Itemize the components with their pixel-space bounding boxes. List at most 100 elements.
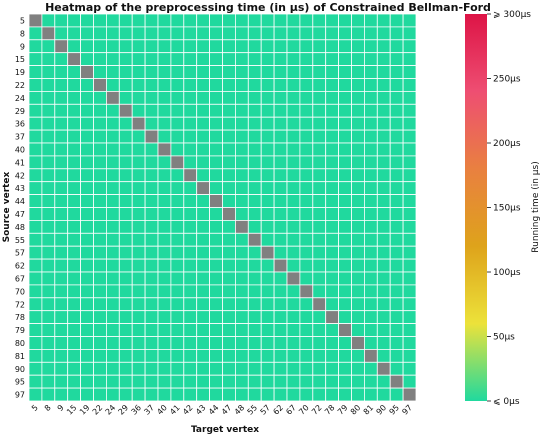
heatmap-cell <box>247 310 262 325</box>
heatmap-cell <box>196 284 210 299</box>
heatmap-cell <box>118 129 133 144</box>
heatmap-cell <box>260 155 275 170</box>
heatmap-cell <box>170 310 185 325</box>
heatmap-cell <box>28 103 43 118</box>
heatmap-cell <box>351 284 365 299</box>
heatmap-cell <box>157 26 172 41</box>
heatmap-cell <box>338 129 352 144</box>
heatmap-cell <box>363 387 378 402</box>
heatmap-cell <box>363 323 378 337</box>
heatmap-cell <box>325 155 340 170</box>
heatmap-cell <box>41 232 56 247</box>
heatmap-cell <box>351 155 365 170</box>
heatmap-cell <box>93 374 107 389</box>
heatmap-cell <box>338 387 352 402</box>
heatmap-cell <box>247 116 262 131</box>
heatmap-cell <box>67 348 81 363</box>
heatmap-cell <box>338 336 352 350</box>
x-tick-label: 55 <box>246 403 260 417</box>
heatmap-cell <box>286 245 301 260</box>
colorbar <box>465 14 487 401</box>
heatmap-cell <box>247 297 262 312</box>
heatmap-cell <box>28 374 43 389</box>
heatmap-cell <box>106 348 120 363</box>
heatmap-cell <box>131 232 146 247</box>
heatmap-cell <box>273 168 288 183</box>
heatmap-cell <box>234 271 249 286</box>
heatmap-cell <box>338 155 352 170</box>
heatmap-cell <box>234 310 249 325</box>
heatmap-cell <box>93 336 107 350</box>
heatmap-cell <box>389 258 404 273</box>
heatmap-cell <box>325 129 340 144</box>
heatmap-cell <box>196 168 210 183</box>
heatmap-cell <box>131 336 146 350</box>
heatmap-cell <box>260 129 275 144</box>
heatmap-cell <box>144 207 159 221</box>
heatmap-cell <box>183 387 198 402</box>
heatmap-cell <box>93 387 107 402</box>
heatmap-cell <box>325 361 340 376</box>
heatmap-cell <box>80 245 94 260</box>
heatmap-cell <box>299 65 314 79</box>
heatmap-cell <box>376 13 391 28</box>
heatmap-cell <box>209 39 223 54</box>
heatmap-cell <box>299 129 314 144</box>
heatmap-cell <box>234 91 249 105</box>
heatmap-cell <box>222 232 236 247</box>
heatmap-cell <box>157 219 172 234</box>
heatmap-cell <box>222 284 236 299</box>
heatmap-cell <box>402 336 417 350</box>
heatmap-cell <box>286 65 301 79</box>
heatmap-cell <box>209 91 223 105</box>
heatmap-cell-diagonal <box>131 116 146 131</box>
heatmap-cell <box>93 26 107 41</box>
colorbar-tick-label: 50μs <box>493 333 515 343</box>
heatmap-cell <box>363 52 378 67</box>
heatmap-cell <box>299 219 314 234</box>
heatmap-cell <box>170 52 185 67</box>
x-tick-label: 5 <box>30 403 40 413</box>
heatmap-cell <box>338 271 352 286</box>
heatmap-cell <box>144 91 159 105</box>
heatmap-cell <box>363 310 378 325</box>
heatmap-cell <box>222 39 236 54</box>
heatmap-cell <box>273 284 288 299</box>
heatmap-cell <box>338 284 352 299</box>
heatmap-cell <box>389 65 404 79</box>
heatmap-cell <box>402 181 417 195</box>
heatmap-cell <box>28 181 43 195</box>
heatmap-cell <box>222 361 236 376</box>
heatmap-cell <box>376 374 391 389</box>
heatmap-cell <box>106 168 120 183</box>
heatmap-cell <box>299 26 314 41</box>
heatmap-cell <box>312 168 327 183</box>
heatmap-cell <box>118 207 133 221</box>
heatmap-cell-diagonal <box>106 91 120 105</box>
heatmap-cell-diagonal <box>144 129 159 144</box>
heatmap-cell <box>28 207 43 221</box>
heatmap-cell <box>363 181 378 195</box>
heatmap-cell <box>234 168 249 183</box>
heatmap-cell <box>222 168 236 183</box>
heatmap-cell <box>170 219 185 234</box>
heatmap-cell <box>376 116 391 131</box>
heatmap-cell <box>351 387 365 402</box>
heatmap-cell <box>209 336 223 350</box>
heatmap-cell <box>402 116 417 131</box>
heatmap-cell <box>144 258 159 273</box>
heatmap-cell <box>363 207 378 221</box>
heatmap-cell-diagonal <box>389 374 404 389</box>
heatmap-cell <box>351 361 365 376</box>
heatmap-cell <box>234 78 249 92</box>
heatmap-cell <box>144 245 159 260</box>
heatmap-cell <box>41 361 56 376</box>
heatmap-cell <box>376 39 391 54</box>
heatmap-cell <box>209 348 223 363</box>
heatmap-cell <box>273 78 288 92</box>
heatmap-cell <box>54 78 69 92</box>
heatmap-cell <box>28 142 43 157</box>
x-tick-label: 70 <box>297 403 311 417</box>
heatmap-cell <box>376 271 391 286</box>
heatmap-cell <box>54 168 69 183</box>
